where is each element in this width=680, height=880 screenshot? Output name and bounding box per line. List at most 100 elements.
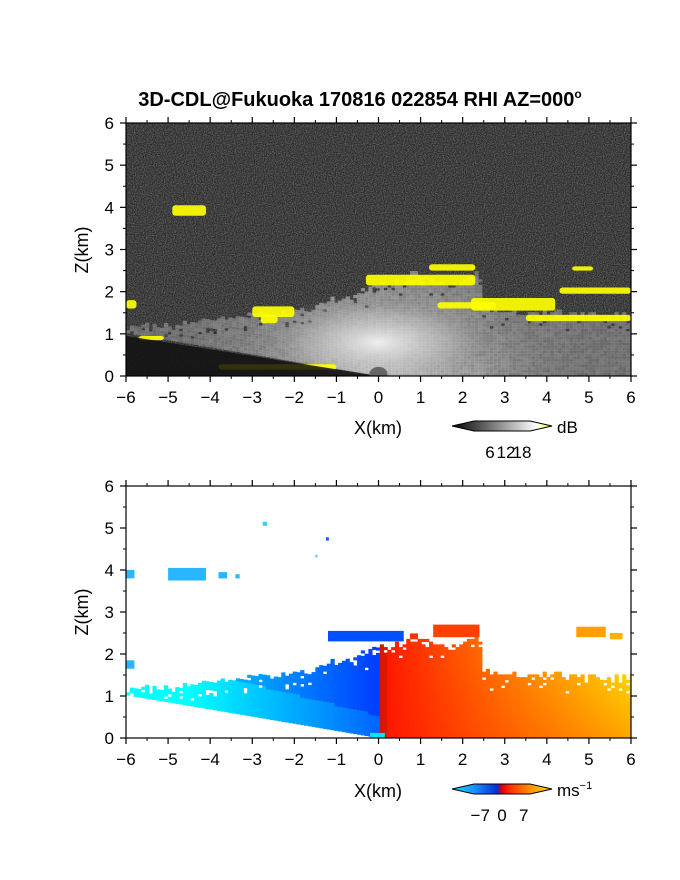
velocity-cell: [372, 728, 377, 732]
velocity-cell: [349, 686, 354, 690]
snr-cell: [152, 326, 157, 330]
snr-cell: [599, 358, 604, 362]
velocity-cell: [262, 710, 267, 714]
velocity-cell: [478, 707, 483, 711]
snr-cell: [235, 316, 241, 320]
snr-cell: [387, 290, 392, 294]
velocity-cell: [398, 688, 403, 692]
velocity-cell: [304, 711, 309, 715]
velocity-cell: [258, 709, 263, 713]
snr-cell: [254, 319, 259, 323]
velocity-cell: [478, 696, 483, 700]
velocity-cell: [262, 682, 267, 686]
velocity-cell: [326, 699, 331, 703]
snr-cell: [129, 328, 134, 332]
velocity-cell: [285, 711, 290, 715]
velocity-cell: [307, 709, 312, 713]
snr-cell: [523, 366, 528, 371]
velocity-cell: [406, 671, 411, 675]
snr-cell: [224, 336, 229, 340]
velocity-cell: [368, 673, 373, 677]
velocity-cell: [417, 660, 422, 664]
velocity-cell: [334, 686, 339, 690]
velocity-cell: [410, 652, 415, 656]
velocity-cell: [455, 718, 460, 722]
velocity-cell: [504, 704, 509, 708]
velocity-cell: [432, 718, 437, 722]
snr-cell: [618, 364, 623, 368]
snr-cell: [493, 355, 498, 360]
velocity-cell: [133, 693, 138, 697]
velocity-cell: [436, 674, 441, 678]
velocity-cell: [474, 641, 479, 645]
snr-cell: [228, 339, 233, 343]
velocity-cell: [402, 693, 407, 697]
velocity-cell: [387, 652, 392, 656]
velocity-cell: [429, 712, 434, 716]
velocity-cell: [451, 644, 456, 648]
snr-cell: [247, 320, 252, 324]
snr-cell: [595, 323, 600, 327]
snr-cell: [512, 369, 517, 373]
velocity-cell: [500, 709, 506, 713]
snr-cell: [485, 361, 490, 365]
velocity-cell: [209, 706, 214, 710]
velocity-cell: [406, 720, 411, 724]
velocity-cell: [334, 697, 339, 701]
snr-cell: [527, 334, 532, 338]
snr-cell: [527, 353, 532, 357]
velocity-cell: [375, 669, 381, 673]
velocity-cell: [269, 714, 275, 718]
snr-cell: [576, 366, 581, 371]
velocity-cell: [304, 678, 309, 683]
velocity-cell: [406, 707, 411, 711]
snr-cell: [584, 342, 589, 346]
velocity-cell: [345, 724, 350, 728]
velocity-cell: [375, 688, 381, 692]
snr-cell: [364, 291, 369, 295]
velocity-cell: [322, 682, 328, 686]
velocity-cell: [459, 726, 464, 730]
snr-cell: [175, 333, 180, 337]
snr-cell: [489, 320, 494, 324]
velocity-cell: [459, 655, 464, 659]
snr-cell: [220, 321, 225, 325]
velocity-cell: [349, 724, 354, 729]
velocity-cell: [440, 728, 445, 733]
velocity-cell: [300, 689, 305, 693]
velocity-cell: [383, 726, 388, 730]
velocity-cell: [360, 696, 366, 700]
velocity-cell: [410, 644, 415, 648]
velocity-cell: [406, 677, 411, 681]
snr-cell: [250, 343, 256, 347]
velocity-cell: [398, 657, 403, 662]
velocity-cell: [326, 726, 331, 730]
velocity-cell: [474, 698, 479, 703]
velocity-cell: [440, 726, 445, 730]
snr-cell: [478, 372, 483, 376]
velocity-cell: [326, 674, 331, 678]
velocity-cell: [247, 688, 252, 692]
snr-cell: [618, 320, 623, 324]
velocity-cell: [417, 674, 422, 678]
snr-cell: [629, 345, 631, 349]
velocity-cell: [345, 694, 350, 698]
velocity-cell: [357, 707, 362, 711]
velocity-cell: [417, 734, 422, 738]
snr-cell: [474, 279, 479, 283]
velocity-cell: [466, 718, 472, 722]
velocity-cell: [470, 647, 475, 651]
velocity-cell: [425, 657, 430, 662]
velocity-cell: [421, 655, 426, 659]
velocity-cell: [466, 726, 472, 730]
velocity-cell: [421, 690, 426, 694]
velocity-cell: [326, 669, 331, 673]
velocity-cell: [402, 649, 407, 653]
velocity-cell: [497, 731, 502, 735]
snr-cell: [584, 364, 589, 368]
snr-cell: [572, 345, 578, 349]
velocity-cell: [447, 701, 453, 705]
velocity-cell: [277, 690, 282, 694]
velocity-cell: [451, 701, 456, 705]
velocity-cell: [413, 693, 419, 697]
